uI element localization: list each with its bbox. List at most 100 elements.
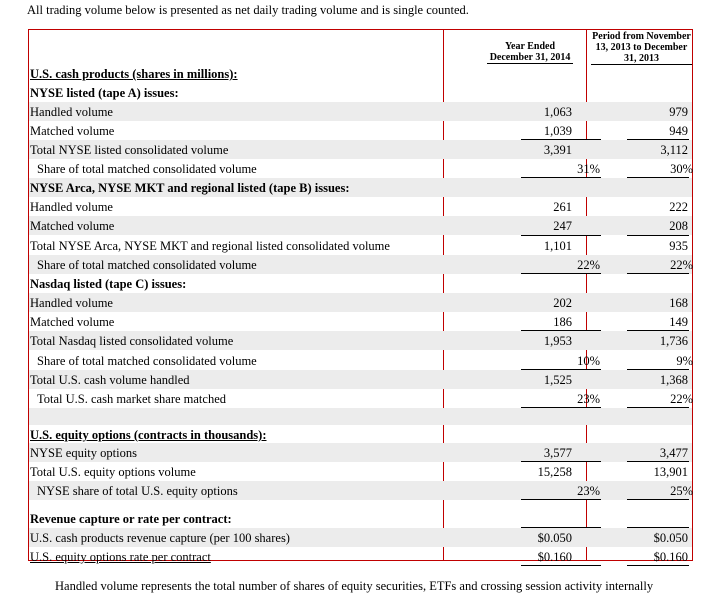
value-2014: 23% bbox=[577, 392, 600, 406]
table-row: NYSE listed (tape A) issues: bbox=[29, 83, 692, 102]
value-2013: 22% bbox=[670, 258, 693, 272]
table-row: U.S. cash products revenue capture (per … bbox=[29, 527, 692, 547]
value-2013: 979 bbox=[669, 105, 688, 119]
underline-2013 bbox=[627, 407, 689, 408]
row-label: NYSE listed (tape A) issues: bbox=[30, 86, 179, 100]
value-2014: 1,953 bbox=[543, 334, 572, 348]
row-label: Handled volume bbox=[30, 200, 113, 214]
table-row: Handled volume 202 168 bbox=[29, 293, 692, 312]
value-2014: 1,039 bbox=[543, 124, 572, 138]
value-2014: 202 bbox=[553, 296, 572, 310]
value-2013: 208 bbox=[669, 219, 688, 233]
value-2014: 23% bbox=[577, 484, 600, 498]
row-label: Share of total matched consolidated volu… bbox=[37, 258, 257, 272]
value-2013: $0.050 bbox=[653, 531, 688, 545]
table-row: Nasdaq listed (tape C) issues: bbox=[29, 274, 692, 293]
value-2014: 261 bbox=[553, 200, 572, 214]
underline-2014 bbox=[521, 527, 601, 528]
table-row: Total NYSE Arca, NYSE MKT and regional l… bbox=[29, 235, 692, 255]
row-label: NYSE Arca, NYSE MKT and regional listed … bbox=[30, 181, 350, 195]
value-2013: 3,477 bbox=[659, 446, 688, 460]
table-row: Revenue capture or rate per contract: bbox=[29, 509, 692, 528]
underline-2014 bbox=[521, 565, 601, 566]
row-label: U.S. equity options rate per contract bbox=[30, 550, 211, 564]
row-label: U.S. cash products (shares in millions): bbox=[30, 67, 238, 81]
table-row: U.S. cash products (shares in millions): bbox=[29, 64, 692, 83]
value-2014: $0.050 bbox=[537, 531, 572, 545]
table-row: Total U.S. cash volume handled 1,525 1,368 bbox=[29, 369, 692, 389]
value-2014: 31% bbox=[577, 162, 600, 176]
underline-2014 bbox=[521, 139, 601, 140]
value-2013: 949 bbox=[669, 124, 688, 138]
underline-2013 bbox=[627, 461, 689, 462]
row-label: Matched volume bbox=[30, 219, 115, 233]
row-label: Total NYSE Arca, NYSE MKT and regional l… bbox=[30, 239, 390, 253]
value-2014: 247 bbox=[553, 219, 572, 233]
table-row: Share of total matched consolidated volu… bbox=[29, 351, 693, 370]
value-2014: 186 bbox=[553, 315, 572, 329]
row-label: Total U.S. cash market share matched bbox=[37, 392, 226, 406]
row-label: NYSE equity options bbox=[30, 446, 137, 460]
row-label: NYSE share of total U.S. equity options bbox=[37, 484, 238, 498]
value-2013: 222 bbox=[669, 200, 688, 214]
row-label: Handled volume bbox=[30, 105, 113, 119]
intro-text: All trading volume below is presented as… bbox=[27, 3, 469, 17]
row-label: Total U.S. cash volume handled bbox=[30, 373, 190, 387]
table-row: NYSE Arca, NYSE MKT and regional listed … bbox=[29, 178, 692, 197]
value-2014: 1,063 bbox=[543, 105, 572, 119]
underline-2013 bbox=[627, 499, 689, 500]
value-2013: 168 bbox=[669, 296, 688, 310]
underline-2014 bbox=[521, 407, 601, 408]
value-2014: 3,577 bbox=[543, 446, 572, 460]
value-2013: 149 bbox=[669, 315, 688, 329]
row-label: Handled volume bbox=[30, 296, 113, 310]
row-label: Total U.S. equity options volume bbox=[30, 465, 196, 479]
table-row: Matched volume 1,039 949 bbox=[29, 121, 692, 140]
row-label: Revenue capture or rate per contract: bbox=[30, 512, 232, 526]
underline-2014 bbox=[521, 330, 601, 331]
underline-2014 bbox=[521, 499, 601, 500]
underline-2013 bbox=[627, 527, 689, 528]
value-2013: 22% bbox=[670, 392, 693, 406]
row-label: Share of total matched consolidated volu… bbox=[37, 354, 257, 368]
row-label: Share of total matched consolidated volu… bbox=[37, 162, 257, 176]
underline-2014 bbox=[521, 235, 601, 236]
value-2013: 935 bbox=[669, 239, 688, 253]
underline-2014 bbox=[521, 461, 601, 462]
value-2013: 1,368 bbox=[659, 373, 688, 387]
row-label: Nasdaq listed (tape C) issues: bbox=[30, 277, 187, 291]
value-2014: 22% bbox=[577, 258, 600, 272]
value-2013: 30% bbox=[670, 162, 693, 176]
header-period-from: Period from November 13, 2013 to Decembe… bbox=[591, 31, 692, 65]
table-row: Handled volume 1,063 979 bbox=[29, 102, 692, 121]
value-2014: 10% bbox=[577, 354, 600, 368]
row-label: Total NYSE listed consolidated volume bbox=[30, 143, 229, 157]
table-row: U.S. equity options (contracts in thousa… bbox=[29, 425, 692, 444]
row-label: U.S. equity options (contracts in thousa… bbox=[30, 428, 267, 442]
table-outline bbox=[28, 29, 693, 561]
table-row: Matched volume 186 149 bbox=[29, 312, 692, 331]
table-row bbox=[29, 408, 692, 425]
value-2013: 3,112 bbox=[660, 143, 688, 157]
value-2014: 1,525 bbox=[543, 373, 572, 387]
value-2013: 25% bbox=[670, 484, 693, 498]
value-2014: $0.160 bbox=[537, 550, 572, 564]
table-row: Handled volume 261 222 bbox=[29, 197, 692, 216]
footer-text: Handled volume represents the total numb… bbox=[55, 579, 654, 593]
value-2014: 15,258 bbox=[537, 465, 572, 479]
table-row: Total NYSE listed consolidated volume 3,3… bbox=[29, 139, 692, 159]
value-2013: 9% bbox=[676, 354, 693, 368]
value-2013: $0.160 bbox=[653, 550, 688, 564]
underline-2013 bbox=[627, 139, 689, 140]
value-2014: 3,391 bbox=[543, 143, 572, 157]
underline-2014 bbox=[521, 273, 601, 274]
underline-2013 bbox=[627, 565, 689, 566]
value-2013: 13,901 bbox=[653, 465, 688, 479]
underline-2014 bbox=[521, 177, 601, 178]
table-row: Total Nasdaq listed consolidated volume 1… bbox=[29, 330, 692, 350]
table-row: U.S. equity options rate per contract $0.… bbox=[29, 547, 692, 566]
table-row: Share of total matched consolidated volu… bbox=[29, 159, 693, 178]
row-label: Matched volume bbox=[30, 124, 115, 138]
row-label: Total Nasdaq listed consolidated volume bbox=[30, 334, 234, 348]
table-row: Share of total matched consolidated volu… bbox=[29, 255, 693, 274]
